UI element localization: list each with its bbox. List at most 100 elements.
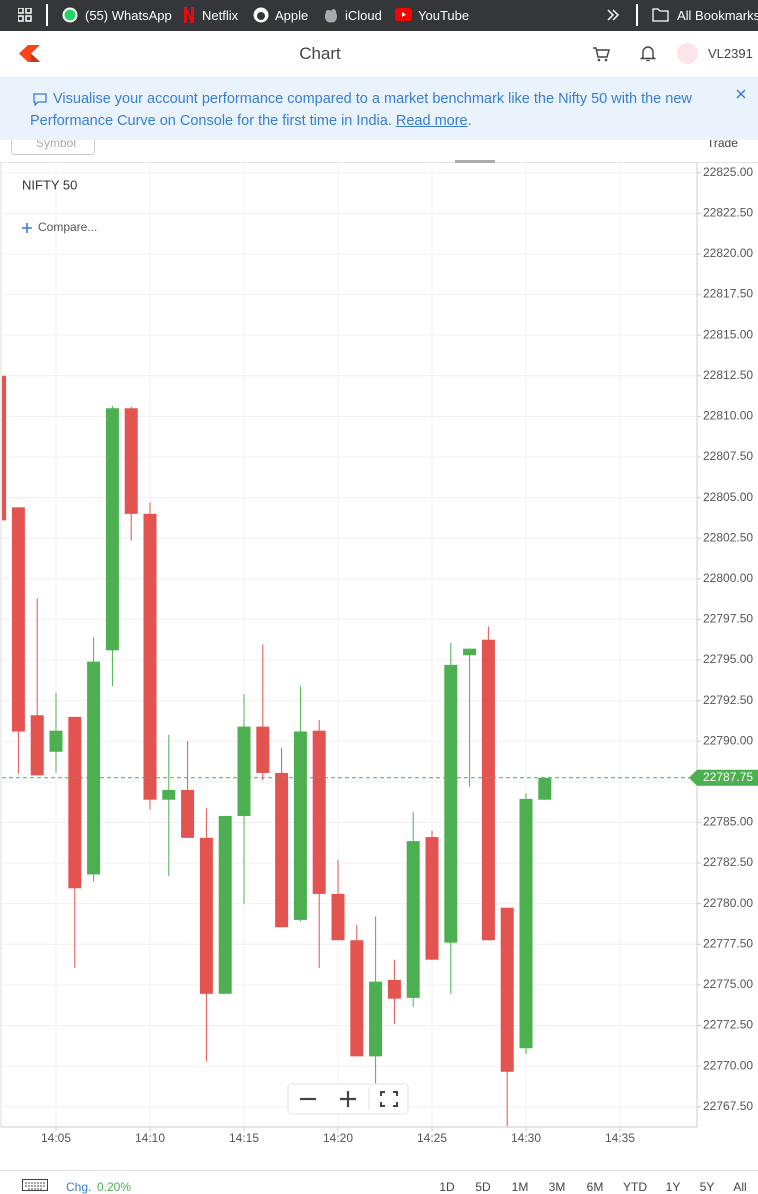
- bookmark[interactable]: Netflix: [202, 8, 239, 23]
- y-tick-label: 22777.50: [703, 936, 753, 950]
- range-button[interactable]: 3M: [548, 1180, 566, 1194]
- bell-icon[interactable]: [640, 45, 656, 62]
- whatsapp-icon: [62, 7, 78, 23]
- all-bookmarks[interactable]: All Bookmarks: [677, 8, 758, 23]
- apple-icon: [253, 7, 269, 23]
- candle-body: [293, 731, 307, 920]
- close-button[interactable]: [736, 89, 746, 99]
- range-button[interactable]: YTD: [623, 1180, 647, 1194]
- more-icon[interactable]: [606, 9, 620, 21]
- x-tick-label: 14:20: [323, 1131, 353, 1145]
- candle-body: [538, 777, 552, 800]
- user-id[interactable]: VL2391: [708, 46, 753, 61]
- y-tick-label: 22820.00: [703, 246, 753, 260]
- candle-body: [181, 789, 195, 838]
- keyboard-icon[interactable]: [22, 1179, 48, 1191]
- candle-body: [425, 837, 439, 960]
- candle-body: [124, 408, 138, 514]
- y-tick-label: 22817.50: [703, 287, 753, 301]
- cart-icon[interactable]: [592, 46, 610, 62]
- zoom-controls: [287, 1083, 409, 1115]
- bookmark[interactable]: iCloud: [345, 8, 382, 23]
- change-label: Chg.: [66, 1180, 92, 1194]
- range-button[interactable]: 6M: [586, 1180, 604, 1194]
- separator: [46, 4, 48, 26]
- x-tick-label: 14:25: [417, 1131, 447, 1145]
- y-tick-label: 22782.50: [703, 855, 753, 869]
- candle-body: [406, 841, 420, 998]
- youtube-icon: [395, 8, 412, 21]
- compare-button[interactable]: Compare...: [38, 220, 97, 234]
- y-tick-label: 22802.50: [703, 530, 753, 544]
- candle-body: [519, 798, 533, 1049]
- candle-body: [11, 507, 25, 732]
- active-tab: [455, 160, 495, 163]
- candle-body: [275, 772, 289, 928]
- banner-message: Visualise your account performance compa…: [30, 91, 692, 129]
- avatar[interactable]: [677, 43, 698, 64]
- zoom-in[interactable]: [340, 1091, 356, 1107]
- range-button[interactable]: All: [733, 1180, 747, 1194]
- bookmark[interactable]: YouTube: [418, 8, 470, 23]
- candle-body: [500, 907, 514, 1072]
- candle-body: [49, 730, 63, 752]
- candle-body: [218, 815, 232, 994]
- logo[interactable]: [19, 45, 41, 62]
- notice-banner: Visualise your account performance compa…: [0, 78, 758, 140]
- candle-body: [256, 726, 270, 773]
- range-button[interactable]: 1D: [439, 1180, 455, 1194]
- x-tick-label: 14:15: [229, 1131, 259, 1145]
- candle-body: [143, 513, 157, 800]
- last-price-label: 22787.75: [703, 770, 753, 784]
- y-tick-label: 22822.50: [703, 206, 753, 220]
- candle-body: [162, 789, 176, 800]
- y-tick-label: 22785.00: [703, 815, 753, 829]
- page-title: Chart: [299, 44, 341, 63]
- range-button[interactable]: 1M: [511, 1180, 529, 1194]
- banner-link[interactable]: Read more: [395, 113, 468, 129]
- change-value: 0.20%: [97, 1180, 132, 1194]
- y-tick-label: 22767.50: [703, 1099, 753, 1113]
- banner-text: Visualise your account performance compa…: [30, 88, 730, 132]
- y-tick-label: 22780.00: [703, 896, 753, 910]
- range-button[interactable]: 1Y: [665, 1180, 681, 1194]
- fullscreen[interactable]: [380, 1091, 398, 1107]
- footer: Chg. 0.20% 1D 5D 1M 3M 6M YTD 1Y 5Y All: [0, 1170, 758, 1194]
- header: Chart VL2391: [0, 31, 758, 78]
- range-button[interactable]: 5Y: [699, 1180, 715, 1194]
- bookmark[interactable]: (55) WhatsApp: [85, 8, 172, 23]
- candle-body: [105, 408, 119, 651]
- x-tick-label: 14:10: [135, 1131, 165, 1145]
- candle-body: [30, 715, 44, 776]
- x-tick-label: 14:30: [511, 1131, 541, 1145]
- candle-body: [463, 648, 477, 656]
- y-tick-label: 22825.00: [703, 165, 753, 179]
- y-tick-label: 22805.00: [703, 490, 753, 504]
- y-tick-label: 22772.50: [703, 1018, 753, 1032]
- bookmark[interactable]: Apple: [275, 8, 309, 23]
- y-tick-label: 22810.00: [703, 409, 753, 423]
- range-button[interactable]: 5D: [475, 1180, 491, 1194]
- chart-title: NIFTY 50: [22, 177, 77, 192]
- y-tick-label: 22800.00: [703, 571, 753, 585]
- bookmarks-bar: (55) WhatsApp Netflix Apple iCloud YouTu…: [0, 0, 758, 31]
- y-tick-label: 22790.00: [703, 733, 753, 747]
- netflix-icon: [184, 7, 194, 23]
- candle-body: [350, 940, 364, 1057]
- separator: [636, 4, 638, 26]
- candle-body: [331, 893, 345, 941]
- x-tick-label: 14:35: [605, 1131, 635, 1145]
- y-tick-label: 22795.00: [703, 652, 753, 666]
- y-tick-label: 22770.00: [703, 1058, 753, 1072]
- candle-body: [312, 730, 326, 894]
- candle-body: [369, 981, 383, 1057]
- candle-body: [387, 980, 401, 999]
- y-tick-label: 22807.50: [703, 449, 753, 463]
- banner-end: .: [467, 113, 472, 129]
- y-tick-label: 22815.00: [703, 327, 753, 341]
- candle-body: [68, 716, 82, 889]
- y-tick-label: 22792.50: [703, 693, 753, 707]
- apps-icon[interactable]: [18, 8, 32, 22]
